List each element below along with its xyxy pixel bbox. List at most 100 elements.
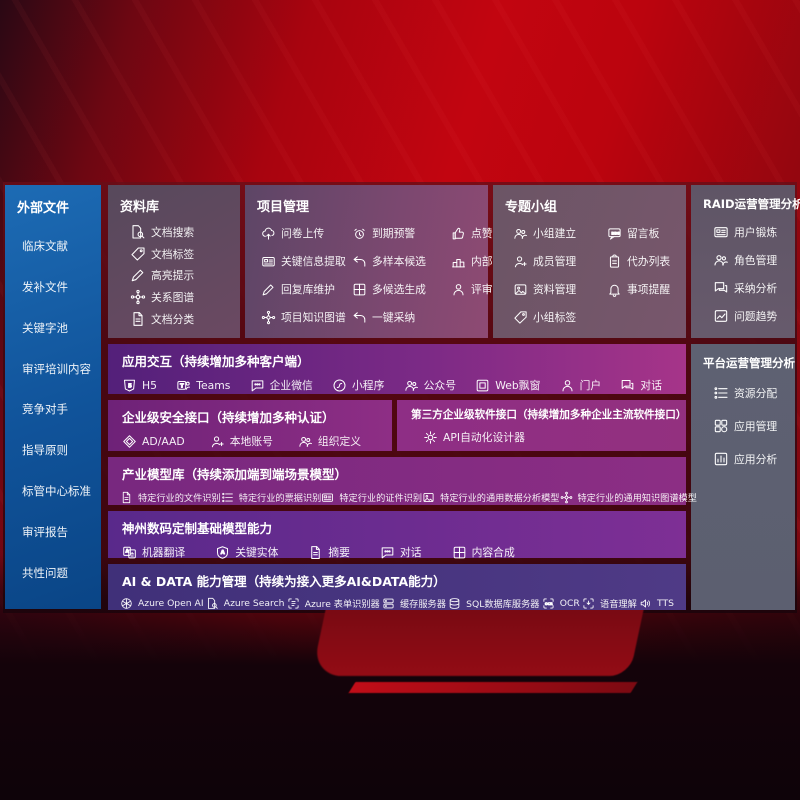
item-puzzle[interactable]: 内容合成 bbox=[452, 544, 515, 560]
sidebar-item[interactable]: 关键字池 bbox=[22, 320, 101, 336]
item-people[interactable]: 公众号 bbox=[404, 377, 456, 393]
item-card[interactable]: 关键信息提取 bbox=[261, 253, 349, 269]
row-title: 产业模型库（持续添加端到端场景模型） bbox=[122, 467, 348, 482]
item-label: 门户 bbox=[579, 379, 602, 392]
item-label: 企业微信 bbox=[269, 379, 313, 392]
item-chat2[interactable]: 采纳分析 bbox=[713, 280, 795, 296]
item-label: 关系图谱 bbox=[151, 291, 195, 305]
item-label: Azure Search bbox=[223, 597, 285, 609]
item-grid[interactable]: 应用管理 bbox=[713, 418, 795, 434]
item-chart[interactable]: 应用分析 bbox=[713, 451, 795, 467]
panel-library: 资料库 文档搜索 文档标签 高亮提示 关系图谱 文档分类 bbox=[108, 185, 240, 338]
openai-icon bbox=[120, 597, 133, 610]
item-list[interactable]: 特定行业的票据识别 bbox=[221, 490, 321, 504]
item-bell[interactable]: 事项提醒 bbox=[607, 281, 686, 297]
sidebar-item[interactable]: 审评培训内容 bbox=[22, 361, 101, 377]
item-tag[interactable]: 小组标签 bbox=[513, 309, 605, 325]
item-formrec[interactable]: Azure 表单识别器 bbox=[287, 596, 380, 610]
item-reply[interactable]: 一键采纳 bbox=[352, 309, 448, 325]
pen-icon bbox=[261, 282, 276, 297]
card-icon bbox=[321, 491, 334, 504]
item-ocr[interactable]: OCR bbox=[542, 597, 580, 610]
sidebar-item[interactable]: 竞争对手 bbox=[22, 401, 101, 417]
sidebar-item[interactable]: 临床文献 bbox=[22, 238, 101, 254]
item-label: 摘要 bbox=[328, 546, 350, 559]
item-person-add[interactable]: 成员管理 bbox=[513, 253, 605, 269]
item-gear[interactable]: API自动化设计器 bbox=[423, 429, 525, 445]
panel-topic-groups: 专题小组 小组建立 留言板 成员管理 代办列表 资料管理 事项提醒 小组标签 bbox=[493, 185, 686, 338]
bbs-icon bbox=[607, 226, 622, 241]
list-icon bbox=[713, 385, 729, 401]
item-card[interactable]: 特定行业的证件识别 bbox=[321, 490, 422, 504]
item-label: 资料管理 bbox=[533, 283, 577, 296]
item-h5[interactable]: H5 bbox=[122, 378, 157, 393]
item-people[interactable]: 小组建立 bbox=[513, 225, 605, 241]
item-photo[interactable]: 特定行业的通用数据分析模型 bbox=[422, 490, 560, 504]
row-title: 应用交互（持续增加多种客户端） bbox=[122, 354, 310, 369]
item-mic[interactable]: 语音理解 bbox=[582, 596, 637, 610]
item-openai[interactable]: Azure Open AI bbox=[120, 597, 204, 610]
item-people[interactable]: 角色管理 bbox=[713, 252, 795, 268]
item-reply[interactable]: 多样本候选 bbox=[352, 253, 448, 269]
item-graph[interactable]: 项目知识图谱 bbox=[261, 309, 349, 325]
item-shield[interactable]: 关键实体 bbox=[215, 544, 278, 560]
item-label: 多候选生成 bbox=[372, 283, 426, 296]
item-label: 内容合成 bbox=[471, 546, 515, 559]
item-pen[interactable]: 回复库维护 bbox=[261, 281, 349, 297]
item-puzzle[interactable]: 多候选生成 bbox=[352, 281, 448, 297]
item-label: 关键实体 bbox=[235, 546, 279, 559]
sidebar-item[interactable]: 共性问题 bbox=[22, 565, 101, 581]
bell-icon bbox=[607, 282, 622, 297]
models-items: 特定行业的文件识别 特定行业的票据识别 特定行业的证件识别 特定行业的通用数据分析模型… bbox=[108, 483, 697, 504]
sidebar-item[interactable]: 审评报告 bbox=[22, 524, 101, 540]
row-app-interaction: 应用交互（持续增加多种客户端） H5 Teams 企业微信 小程序 公众号 Web飘窗 门户… bbox=[108, 344, 686, 394]
item-doc-search[interactable]: Azure Search bbox=[206, 597, 285, 610]
item-doc-search[interactable]: 文档搜索 bbox=[130, 224, 240, 240]
row-ai-data-management: AI & DATA 能力管理（持续为接入更多AI&DATA能力） Azure O… bbox=[108, 564, 686, 610]
item-person-add[interactable]: 本地账号 bbox=[210, 433, 273, 449]
photo-icon bbox=[422, 491, 435, 504]
panel-title: 平台运营管理分析 bbox=[703, 356, 795, 370]
item-speaker[interactable]: TTS bbox=[639, 597, 674, 610]
item-doc[interactable]: 文档分类 bbox=[130, 311, 240, 327]
item-list[interactable]: 资源分配 bbox=[713, 385, 795, 401]
teams-icon bbox=[176, 378, 191, 393]
item-doc[interactable]: 特定行业的文件识别 bbox=[120, 490, 221, 504]
item-card[interactable]: 用户锻炼 bbox=[713, 224, 795, 240]
item-diamond[interactable]: AD/AAD bbox=[122, 434, 185, 449]
item-graph[interactable]: 关系图谱 bbox=[130, 289, 240, 305]
sidebar-item[interactable]: 发补文件 bbox=[22, 279, 101, 295]
item-cloud-up[interactable]: 问卷上传 bbox=[261, 225, 349, 241]
item-bbs[interactable]: 留言板 bbox=[607, 225, 686, 241]
sidebar-item[interactable]: 指导原则 bbox=[22, 442, 101, 458]
chat2-icon bbox=[620, 378, 635, 393]
item-teams[interactable]: Teams bbox=[176, 378, 230, 393]
item-clipboard[interactable]: 代办列表 bbox=[607, 253, 686, 269]
item-label: 特定行业的通用数据分析模型 bbox=[440, 493, 560, 504]
doc-icon bbox=[130, 311, 146, 327]
item-doc[interactable]: 摘要 bbox=[308, 544, 350, 560]
item-person[interactable]: 门户 bbox=[560, 377, 602, 393]
groups-grid: 小组建立 留言板 成员管理 代办列表资料管理 事项提醒 小组标签 bbox=[505, 215, 686, 325]
item-translate[interactable]: 机器翻译 bbox=[122, 544, 185, 560]
item-pen[interactable]: 高亮提示 bbox=[130, 267, 240, 283]
item-db[interactable]: SQL数据库服务器 bbox=[448, 596, 539, 610]
item-graph[interactable]: 特定行业的通用知识图谱模型 bbox=[560, 490, 697, 504]
item-people[interactable]: 组织定义 bbox=[298, 433, 361, 449]
item-tag[interactable]: 文档标签 bbox=[130, 246, 240, 262]
item-server[interactable]: 缓存服务器 bbox=[382, 596, 446, 610]
item-chat2[interactable]: 对话 bbox=[620, 377, 662, 393]
item-label: 组织定义 bbox=[317, 435, 362, 448]
item-mini[interactable]: 小程序 bbox=[332, 377, 384, 393]
sidebar-item[interactable]: 标管中心标准 bbox=[22, 483, 101, 499]
item-window[interactable]: Web飘窗 bbox=[475, 377, 540, 393]
person-icon bbox=[560, 378, 575, 393]
item-trend[interactable]: 问题趋势 bbox=[713, 308, 795, 324]
item-chat[interactable]: 企业微信 bbox=[250, 377, 313, 393]
item-photo[interactable]: 资料管理 bbox=[513, 281, 605, 297]
item-label: 共性问题 bbox=[22, 565, 68, 580]
item-alarm[interactable]: 到期预警 bbox=[352, 225, 448, 241]
doc-icon bbox=[308, 545, 323, 560]
item-chat[interactable]: 对话 bbox=[380, 544, 422, 560]
